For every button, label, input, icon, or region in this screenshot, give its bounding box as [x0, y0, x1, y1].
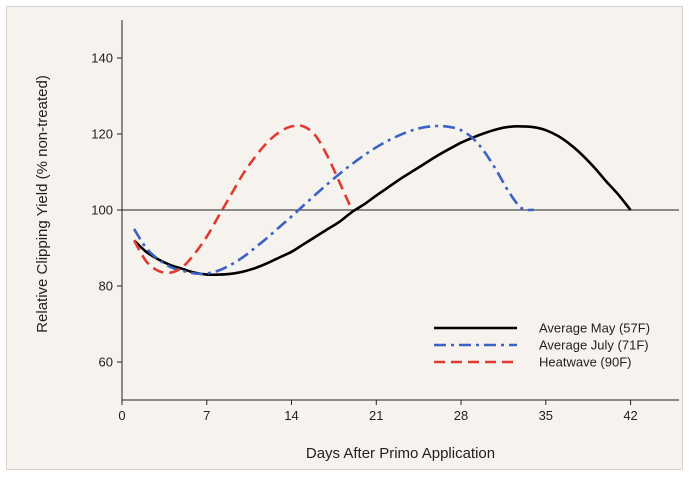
x-tick-label: 14	[284, 408, 298, 423]
series-line-1	[133, 125, 632, 277]
x-tick-label: 0	[118, 408, 125, 423]
y-tick-label: 80	[99, 279, 113, 294]
y-tick-label: 120	[91, 127, 113, 142]
x-tick-label: 28	[454, 408, 468, 423]
legend-label-2: Average July (71F)	[539, 338, 649, 353]
legend-label-1: Average May (57F)	[539, 321, 650, 336]
y-tick-label: 60	[99, 355, 113, 370]
x-tick-label: 35	[539, 408, 553, 423]
legend: Average May (57F) Average July (71F) Heatw…	[434, 321, 650, 370]
x-axis-title: Days After Primo Application	[306, 445, 495, 462]
x-tick-label: 21	[369, 408, 383, 423]
y-tick-label: 140	[91, 51, 113, 66]
series-lines	[132, 124, 632, 277]
y-axis-title: Relative Clipping Yield (% non-treated)	[34, 75, 51, 333]
axis-ticks: 0 7 14 21 28 35 42 60 80 100 120 140	[91, 51, 638, 424]
series-line-3	[132, 124, 354, 275]
legend-label-3: Heatwave (90F)	[539, 355, 631, 370]
chart-frame	[6, 6, 683, 470]
x-tick-label: 42	[623, 408, 637, 423]
x-tick-label: 7	[203, 408, 210, 423]
series-line-2	[132, 124, 534, 276]
y-tick-label: 100	[91, 203, 113, 218]
